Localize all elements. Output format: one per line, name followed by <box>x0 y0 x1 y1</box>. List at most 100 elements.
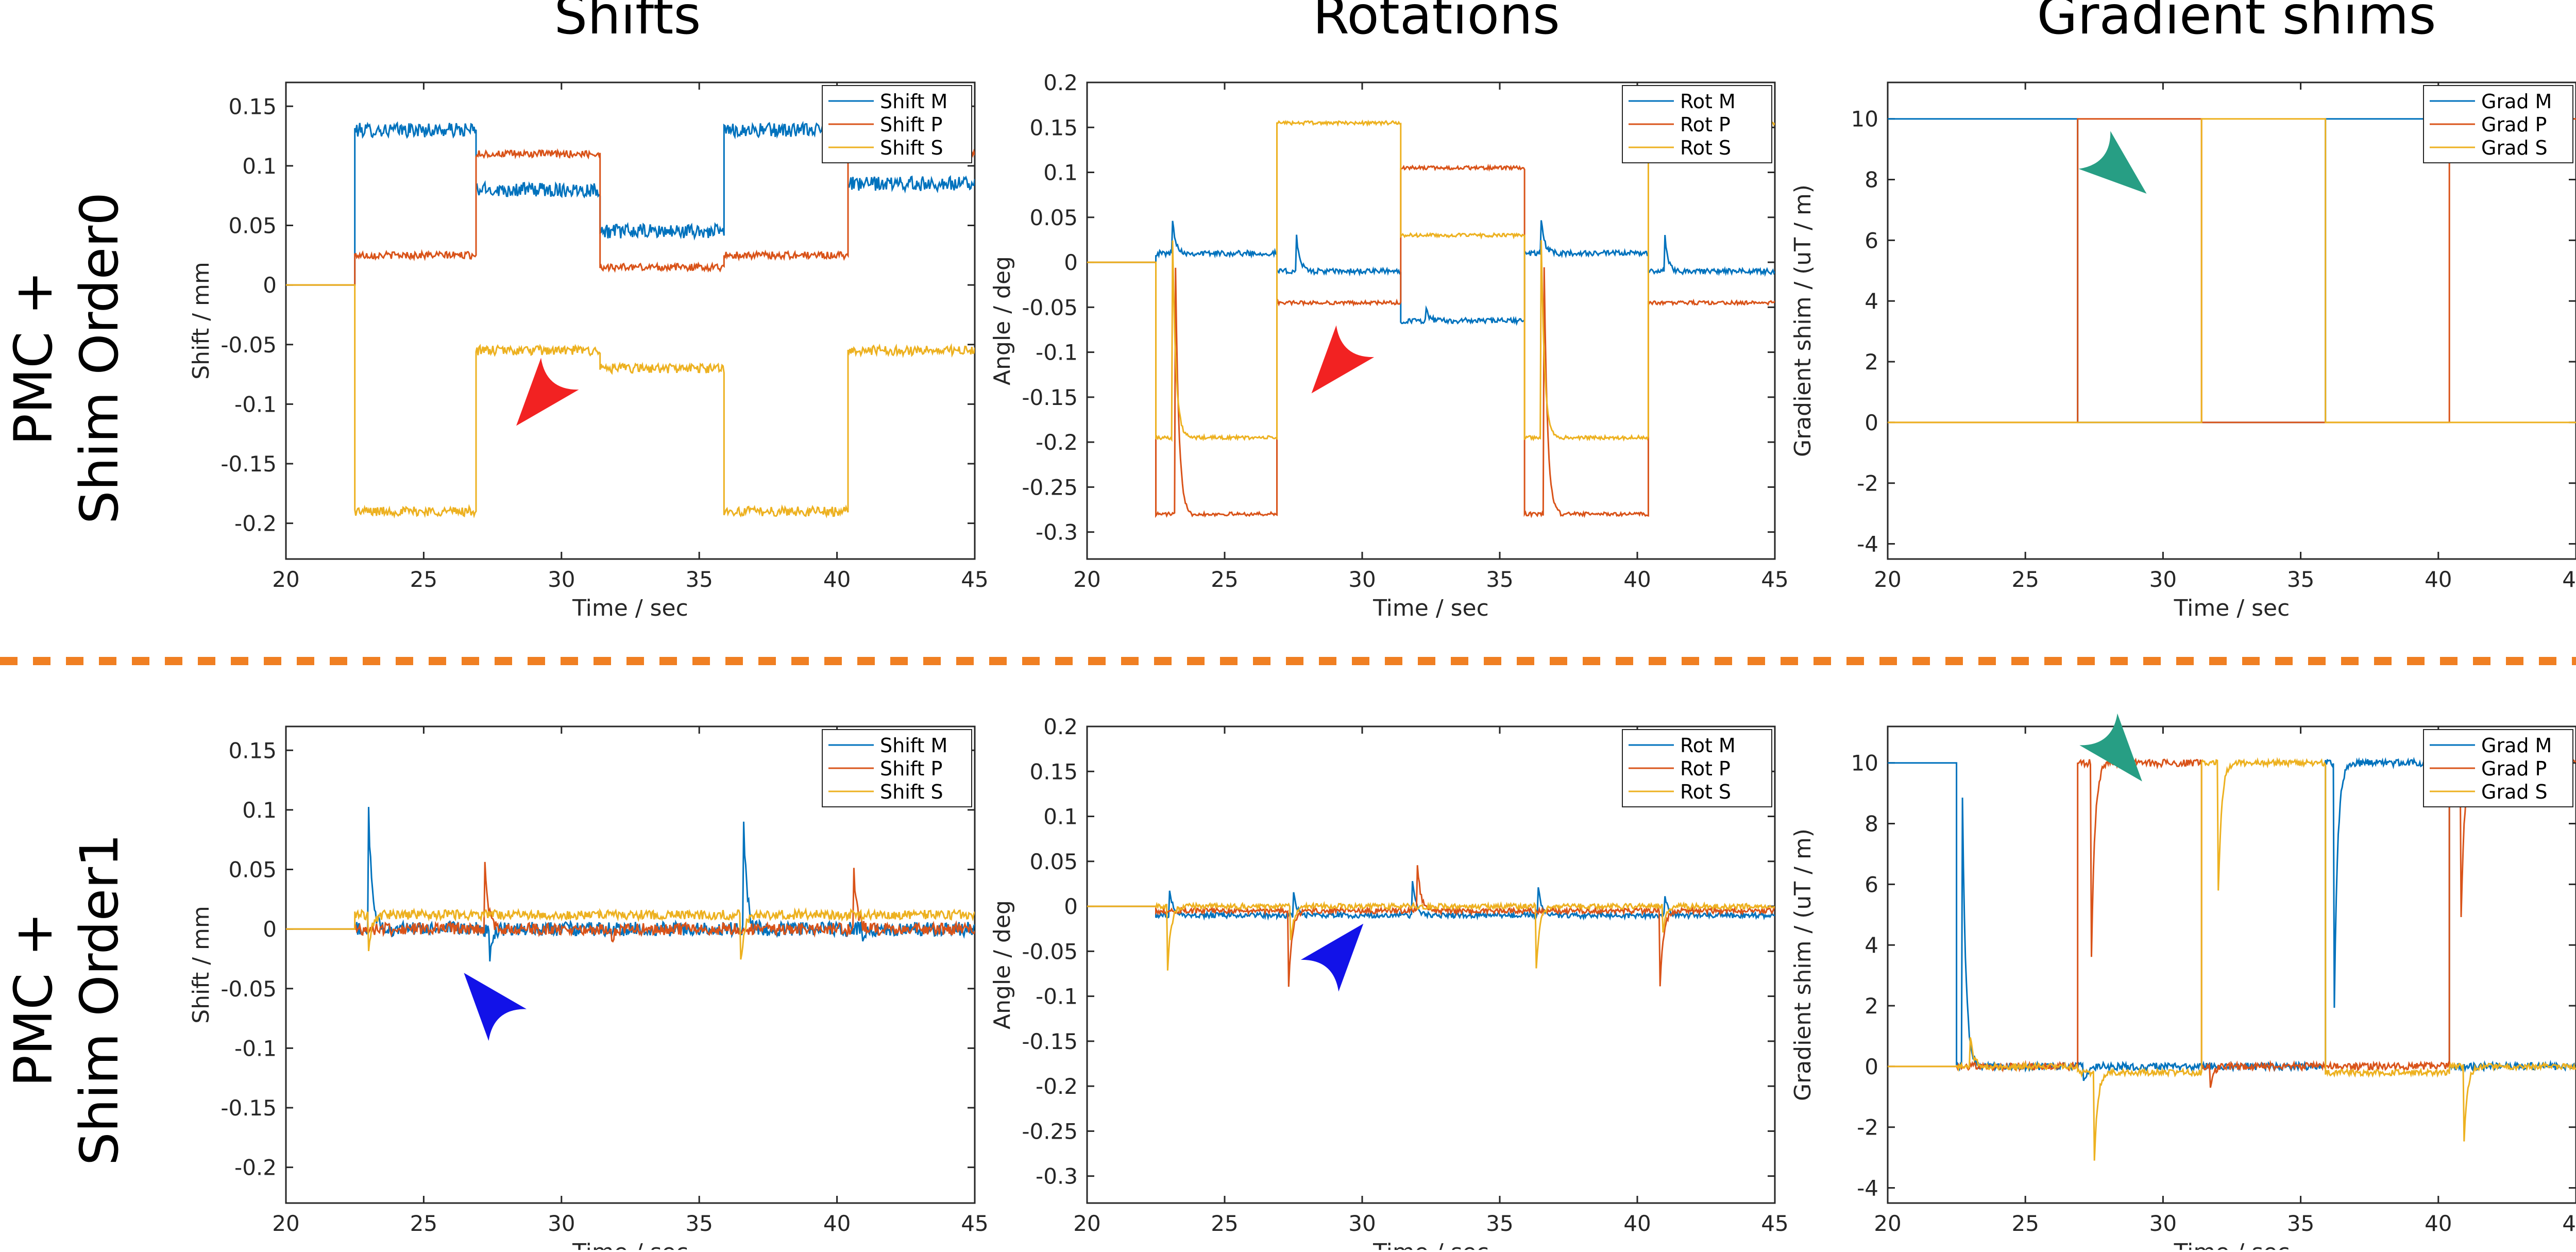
x-tick-label: 30 <box>1348 1211 1376 1236</box>
x-tick-label: 40 <box>823 567 851 592</box>
x-tick-label: 20 <box>1874 567 1901 592</box>
y-tick-label: -0.2 <box>1036 430 1078 455</box>
y-tick-label: 2 <box>1865 993 1878 1019</box>
chart-r1c0: 20 25 30 35 40 45 -0.2 -0.15 -0.1 -0.05 0 0.05 0.1 0.… <box>188 725 989 1252</box>
legend-entry: Rot M <box>1680 90 1736 113</box>
row-label-order1: PMC + Shim Order1 <box>3 834 130 1165</box>
y-tick-label: -2 <box>1857 471 1878 496</box>
legend-entry: Shift S <box>880 137 943 159</box>
row-label-order1-line2: Shim Order1 <box>69 834 130 1165</box>
x-tick-label: 35 <box>685 1211 713 1236</box>
chart-r1c2: 20 25 30 35 40 45 -4 -2 0 2 4 6 8 10 Time / sec Gradien… <box>1790 713 2576 1252</box>
series-line-grad-s <box>1888 757 2576 1161</box>
chart-r0c2: 20 25 30 35 40 45 -4 -2 0 2 4 6 8 10 Time / sec Gradien… <box>1790 81 2576 621</box>
y-tick-label: -0.1 <box>234 392 277 417</box>
y-tick-label: 0.05 <box>228 857 277 883</box>
legend-entry: Rot M <box>1680 734 1736 757</box>
x-tick-label: 45 <box>961 567 988 592</box>
y-tick-label: -4 <box>1857 532 1878 557</box>
series-line-shift-p <box>286 861 975 943</box>
y-tick-label: -0.05 <box>1022 939 1078 964</box>
annotation-arrowhead <box>464 973 527 1041</box>
column-title-shifts: Shifts <box>554 0 701 46</box>
y-tick-label: -0.3 <box>1036 1164 1078 1189</box>
x-tick-label: 40 <box>1623 1211 1651 1236</box>
row-label-order0: PMC + Shim Order0 <box>3 192 130 524</box>
annotation-arrowhead <box>516 358 579 426</box>
y-tick-label: 0 <box>263 273 277 298</box>
legend-entry: Grad M <box>2481 90 2552 113</box>
x-tick-label: 20 <box>1073 567 1100 592</box>
x-axis-label: Time / sec <box>1372 1239 1489 1250</box>
legend-entry: Shift M <box>880 90 947 113</box>
y-tick-label: -4 <box>1857 1176 1878 1201</box>
y-tick-label: 0.15 <box>228 738 277 763</box>
y-tick-label: 2 <box>1865 349 1878 375</box>
legend-entry: Rot P <box>1680 757 1731 780</box>
y-axis-label: Gradient shim / (uT / m) <box>1790 828 1816 1101</box>
series-line-rot-p <box>1087 163 1775 518</box>
x-tick-label: 45 <box>1761 567 1788 592</box>
y-tick-label: -0.15 <box>221 451 277 477</box>
y-tick-label: 0 <box>1064 894 1078 919</box>
y-tick-label: 4 <box>1865 289 1878 314</box>
legend-entry: Shift P <box>880 757 942 780</box>
series-line-grad-s <box>1888 118 2576 424</box>
y-tick-label: 0 <box>1865 1054 1878 1079</box>
y-tick-label: 0.2 <box>1043 714 1078 739</box>
chart-r0c0: 20 25 30 35 40 45 -0.2 -0.15 -0.1 -0.05 0 0.05 0.1 0.… <box>188 81 989 621</box>
annotation-arrowhead <box>1300 923 1364 992</box>
x-tick-label: 40 <box>2425 567 2452 592</box>
y-axis-label: Shift / mm <box>188 906 214 1024</box>
chart-r1c1: 20 25 30 35 40 45 -0.3 -0.25 -0.2 -0.15 -0.1 -0.05 0… <box>989 714 1789 1252</box>
x-tick-label: 25 <box>410 1211 437 1236</box>
y-axis-label: Angle / deg <box>989 900 1015 1029</box>
y-tick-label: 6 <box>1865 872 1878 897</box>
legend-entry: Grad P <box>2481 113 2547 136</box>
y-tick-label: -2 <box>1857 1115 1878 1140</box>
x-tick-label: 40 <box>1623 567 1651 592</box>
x-axis-label: Time / sec <box>2174 595 2290 621</box>
annotation-arrowhead <box>2078 131 2147 194</box>
series-group <box>1087 865 1775 987</box>
x-tick-label: 30 <box>548 1211 575 1236</box>
y-tick-label: -0.1 <box>234 1036 277 1061</box>
y-tick-label: 0 <box>263 917 277 942</box>
x-tick-label: 30 <box>2149 1211 2177 1236</box>
y-tick-label: -0.05 <box>1022 295 1078 320</box>
series-line-rot-p <box>1087 865 1775 987</box>
y-tick-label: 0.1 <box>242 154 277 179</box>
x-tick-label: 45 <box>1761 1211 1788 1236</box>
annotation-arrowhead <box>2079 713 2142 782</box>
y-tick-label: -0.2 <box>1036 1074 1078 1099</box>
column-title-rotations: Rotations <box>1313 0 1560 46</box>
y-tick-label: -0.15 <box>1022 385 1078 410</box>
series-line-shift-s <box>286 907 975 960</box>
series-group <box>286 807 975 962</box>
y-tick-label: 0.1 <box>1043 160 1078 185</box>
y-tick-label: 0.05 <box>1029 205 1078 230</box>
y-tick-label: -0.3 <box>1036 520 1078 545</box>
x-axis-label: Time / sec <box>572 595 688 621</box>
x-tick-label: 40 <box>2425 1211 2452 1236</box>
x-tick-label: 20 <box>272 1211 299 1236</box>
y-tick-label: -0.2 <box>234 1155 277 1180</box>
legend-entry: Shift P <box>880 113 942 136</box>
y-tick-label: 0.05 <box>228 213 277 239</box>
chart-r0c1: 20 25 30 35 40 45 -0.3 -0.25 -0.2 -0.15 -0.1 -0.05 0… <box>989 70 1789 621</box>
y-tick-label: 0.1 <box>242 798 277 823</box>
x-tick-label: 45 <box>961 1211 988 1236</box>
y-tick-label: -0.2 <box>234 511 277 536</box>
y-tick-label: 0.2 <box>1043 70 1078 95</box>
x-tick-label: 30 <box>1348 567 1376 592</box>
y-tick-label: 0.15 <box>1029 115 1078 140</box>
y-tick-label: 0.05 <box>1029 849 1078 874</box>
series-line-rot-m <box>1087 220 1775 326</box>
x-tick-label: 25 <box>1211 567 1238 592</box>
